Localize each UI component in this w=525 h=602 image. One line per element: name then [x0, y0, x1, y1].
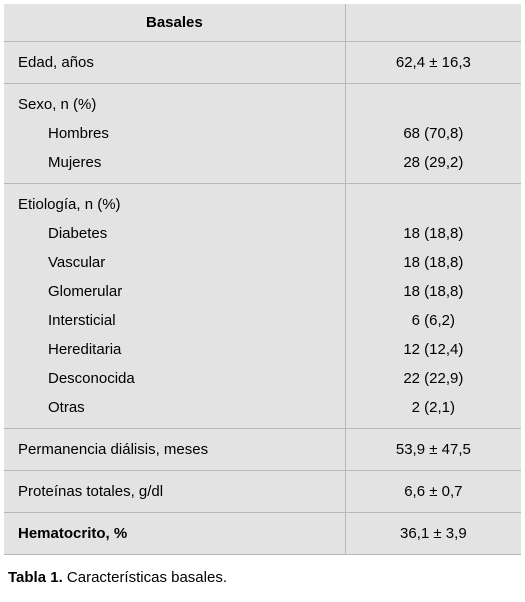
row-label: Diabetes [4, 219, 345, 248]
row-value: 18 (18,8) [345, 277, 521, 306]
table-row: Desconocida22 (22,9) [4, 364, 521, 393]
row-label: Hereditaria [4, 335, 345, 364]
table-caption: Tabla 1. Características basales. [4, 555, 521, 586]
row-value: 28 (29,2) [345, 148, 521, 184]
row-label: Permanencia diálisis, meses [4, 429, 345, 471]
row-value: 2 (2,1) [345, 393, 521, 429]
row-label: Edad, años [4, 42, 345, 84]
header-col-value [345, 4, 521, 42]
row-label: Hematocrito, % [4, 513, 345, 555]
row-label: Vascular [4, 248, 345, 277]
table-row: Intersticial6 (6,2) [4, 306, 521, 335]
table-row: Hereditaria12 (12,4) [4, 335, 521, 364]
row-value: 18 (18,8) [345, 248, 521, 277]
row-value: 12 (12,4) [345, 335, 521, 364]
row-value: 36,1 ± 3,9 [345, 513, 521, 555]
row-value: 6 (6,2) [345, 306, 521, 335]
row-label: Hombres [4, 119, 345, 148]
row-label: Glomerular [4, 277, 345, 306]
table-row: Vascular18 (18,8) [4, 248, 521, 277]
table-row: Diabetes18 (18,8) [4, 219, 521, 248]
table-row: Mujeres28 (29,2) [4, 148, 521, 184]
header-col-basales: Basales [4, 4, 345, 42]
row-value: 62,4 ± 16,3 [345, 42, 521, 84]
caption-number: Tabla 1. [8, 569, 63, 586]
row-label: Sexo, n (%) [4, 84, 345, 120]
table-row: Permanencia diálisis, meses53,9 ± 47,5 [4, 429, 521, 471]
row-value: 6,6 ± 0,7 [345, 471, 521, 513]
table-row: Edad, años62,4 ± 16,3 [4, 42, 521, 84]
row-label: Otras [4, 393, 345, 429]
row-label: Etiología, n (%) [4, 184, 345, 220]
row-label: Desconocida [4, 364, 345, 393]
basales-table: Basales Edad, años62,4 ± 16,3Sexo, n (%)… [4, 4, 521, 555]
row-label: Proteínas totales, g/dl [4, 471, 345, 513]
caption-text: Características basales. [63, 569, 227, 586]
table-row: Hematocrito, %36,1 ± 3,9 [4, 513, 521, 555]
row-label: Mujeres [4, 148, 345, 184]
row-value: 68 (70,8) [345, 119, 521, 148]
table-row: Hombres68 (70,8) [4, 119, 521, 148]
row-value [345, 84, 521, 120]
row-value: 22 (22,9) [345, 364, 521, 393]
table-row: Glomerular18 (18,8) [4, 277, 521, 306]
table-header-row: Basales [4, 4, 521, 42]
table-row: Etiología, n (%) [4, 184, 521, 220]
table-row: Otras2 (2,1) [4, 393, 521, 429]
row-value: 18 (18,8) [345, 219, 521, 248]
row-value: 53,9 ± 47,5 [345, 429, 521, 471]
table-row: Sexo, n (%) [4, 84, 521, 120]
row-label: Intersticial [4, 306, 345, 335]
table-row: Proteínas totales, g/dl6,6 ± 0,7 [4, 471, 521, 513]
row-value [345, 184, 521, 220]
